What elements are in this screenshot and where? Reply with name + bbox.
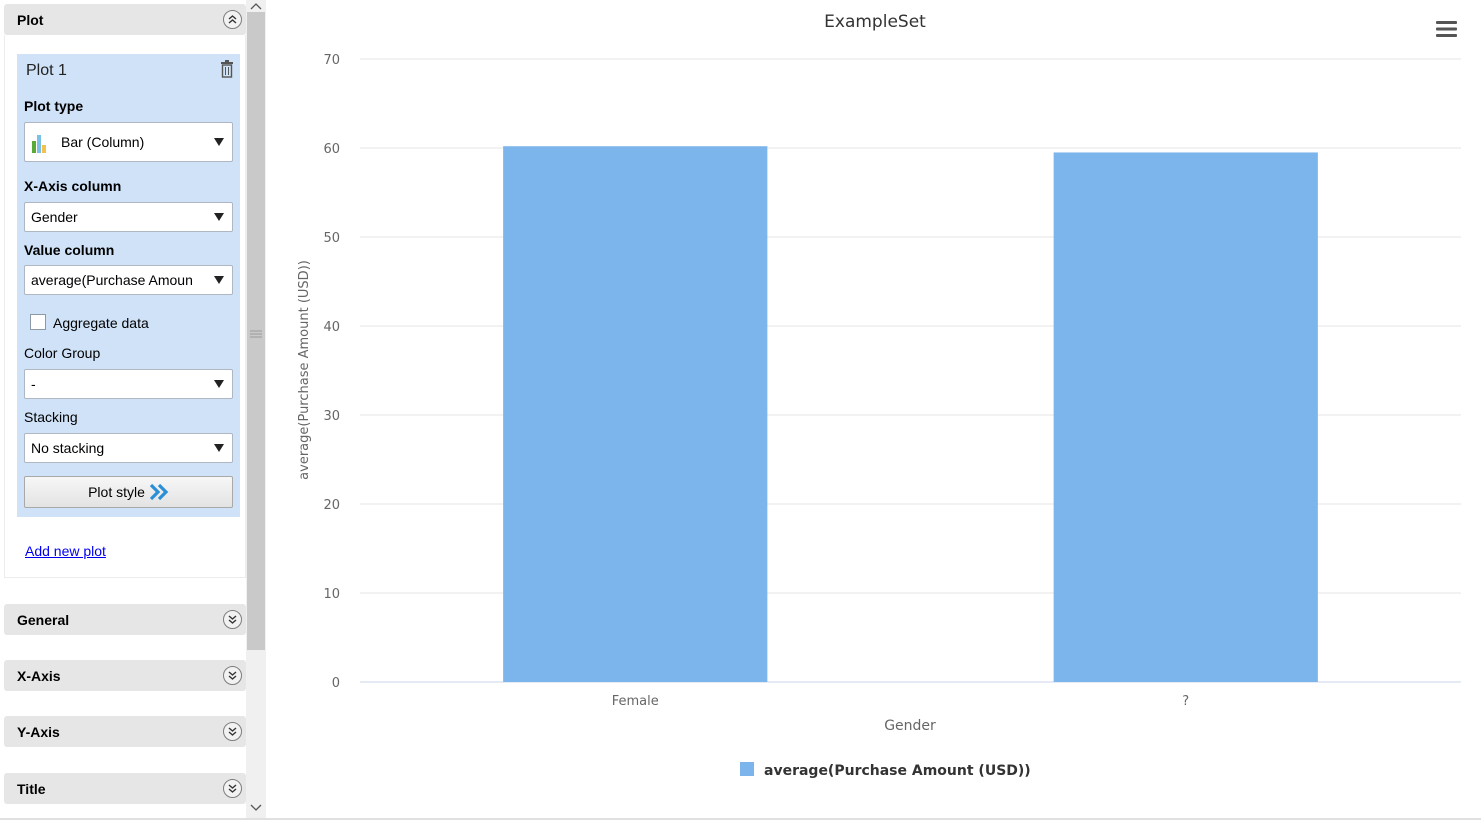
plot-type-select[interactable]: Bar (Column) [24,122,233,162]
plot-card: Plot 1 Plot type Bar (Column) X-A [17,54,240,517]
x-tick-label: ? [1182,694,1189,709]
y-tick-label: 10 [323,587,340,602]
legend-swatch[interactable] [740,762,754,776]
collapse-up-icon[interactable] [223,10,242,29]
section-header-plot[interactable]: Plot [4,4,246,35]
expand-down-icon[interactable] [223,779,242,798]
expand-down-icon[interactable] [223,610,242,629]
value-column-select[interactable]: average(Purchase Amoun [24,265,233,295]
plot-style-button[interactable]: Plot style [24,476,233,508]
expand-down-icon[interactable] [223,722,242,741]
aggregate-data-label: Aggregate data [53,315,149,331]
chevron-down-icon [214,213,224,221]
chart-title: ExampleSet [824,12,926,32]
bar-unknown[interactable] [1053,152,1318,682]
legend-label[interactable]: average(Purchase Amount (USD)) [764,763,1031,779]
scroll-up-icon[interactable] [249,0,263,12]
section-label-general: General [17,611,70,628]
grip-icon [250,326,262,338]
y-tick-label: 70 [323,53,340,68]
color-group-label: Color Group [24,345,101,361]
section-header-x-axis[interactable]: X-Axis [4,660,246,691]
section-label-y-axis: Y-Axis [17,723,60,740]
trash-icon[interactable] [220,60,234,78]
x-axis-column-label: X-Axis column [24,178,122,194]
y-tick-label: 30 [323,409,340,424]
y-tick-label: 20 [323,498,340,513]
chevron-down-icon [214,444,224,452]
y-axis-title: average(Purchase Amount (USD)) [297,260,312,480]
add-new-plot-link[interactable]: Add new plot [25,543,106,559]
y-tick-label: 60 [323,142,340,157]
value-column-value: average(Purchase Amoun [31,272,193,288]
section-header-y-axis[interactable]: Y-Axis [4,716,246,747]
section-header-general[interactable]: General [4,604,246,635]
plot-style-label: Plot style [88,484,145,500]
stacking-select[interactable]: No stacking [24,433,233,463]
double-chevron-right-icon [149,483,169,501]
chart-area: 0 10 20 30 40 50 60 70 Female? ExampleSet Gender… [266,0,1481,820]
y-tick-label: 0 [332,676,340,691]
aggregate-data-checkbox[interactable] [30,314,46,330]
scroll-thumb[interactable] [247,12,265,650]
plot-type-value: Bar (Column) [61,134,145,150]
chevron-down-icon [214,276,224,284]
color-group-value: - [31,376,36,392]
expand-down-icon[interactable] [223,666,242,685]
hamburger-menu-icon[interactable] [1436,20,1457,38]
x-axis-title: Gender [884,718,936,734]
bar-chart: 0 10 20 30 40 50 60 70 Female? ExampleSet Gender… [297,12,1461,779]
plot-type-label: Plot type [24,98,84,114]
section-header-title[interactable]: Title [4,773,246,804]
plot-settings-panel: Plot Plot 1 Plot type [0,0,246,820]
chevron-down-icon [214,380,224,388]
x-axis-column-value: Gender [31,209,78,225]
y-tick-label: 50 [323,231,340,246]
color-group-select[interactable]: - [24,369,233,399]
section-label-plot: Plot [17,11,44,28]
plot-card-title: Plot 1 [26,62,67,79]
chevron-down-icon [214,138,224,146]
panel-scrollbar[interactable] [246,0,266,820]
stacking-value: No stacking [31,440,105,456]
bar-female[interactable] [503,146,768,683]
section-label-x-axis: X-Axis [17,667,61,684]
x-axis-column-select[interactable]: Gender [24,202,233,232]
bottom-border [0,818,1481,820]
section-label-title: Title [17,780,46,797]
stacking-label: Stacking [24,409,78,425]
bar-chart-icon [31,131,47,153]
y-tick-label: 40 [323,320,340,335]
x-tick-label: Female [612,694,659,709]
value-column-label: Value column [24,242,115,258]
scroll-down-icon[interactable] [249,802,263,814]
